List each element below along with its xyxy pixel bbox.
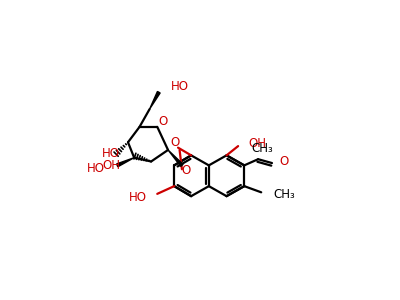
Text: HO: HO: [102, 147, 120, 160]
Text: O: O: [158, 115, 167, 128]
Polygon shape: [168, 150, 183, 166]
Text: OH: OH: [102, 159, 120, 172]
Polygon shape: [116, 158, 134, 167]
Text: O: O: [170, 136, 180, 149]
Text: HO: HO: [171, 80, 189, 93]
Text: CH₃: CH₃: [251, 142, 273, 155]
Text: OH: OH: [248, 136, 266, 149]
Text: O: O: [280, 155, 289, 168]
Text: CH₃: CH₃: [274, 188, 295, 201]
Polygon shape: [150, 92, 160, 109]
Text: HO: HO: [87, 162, 105, 175]
Text: HO: HO: [128, 191, 146, 204]
Text: O: O: [181, 164, 190, 177]
